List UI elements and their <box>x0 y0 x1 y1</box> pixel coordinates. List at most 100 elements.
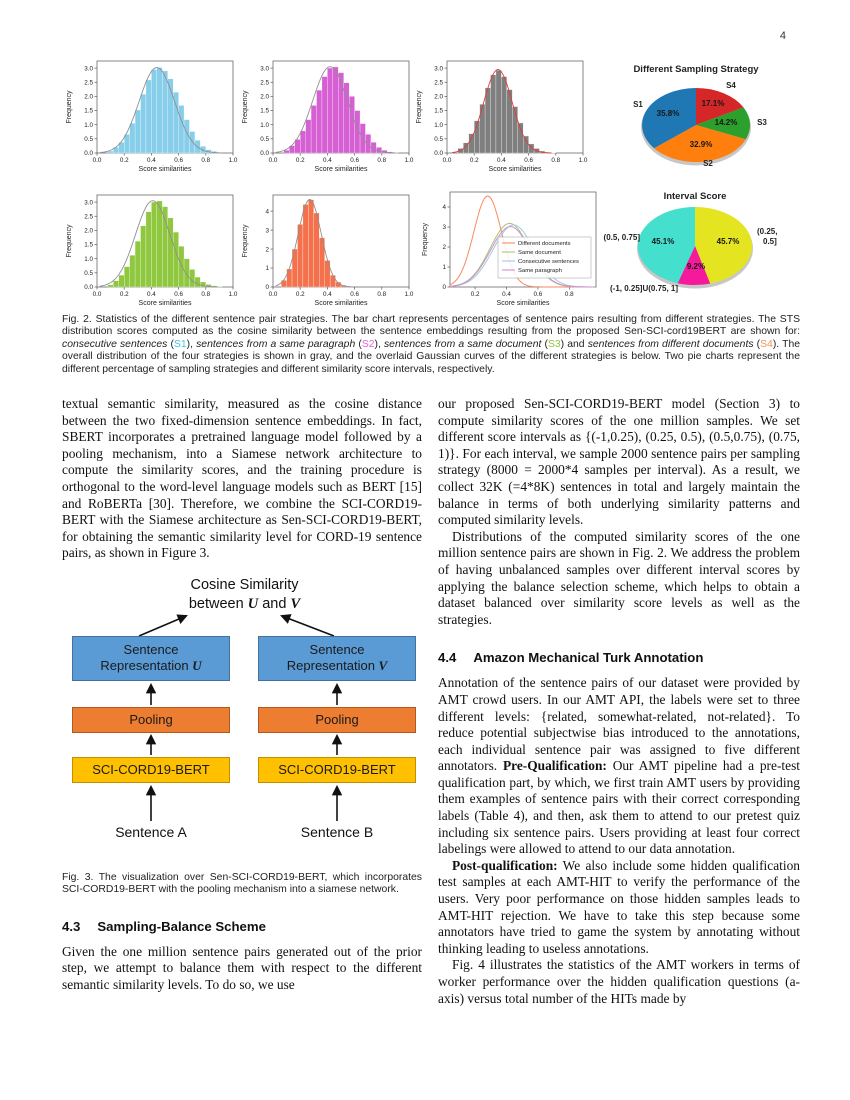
svg-text:0.5]: 0.5] <box>763 237 777 246</box>
svg-text:2.0: 2.0 <box>84 94 93 101</box>
right-paragraph-5: Fig. 4 illustrates the statistics of the… <box>438 957 800 1006</box>
svg-text:Same paragraph: Same paragraph <box>518 268 562 274</box>
right-paragraph-4: Post-qualification: We also include some… <box>438 857 800 956</box>
svg-text:3: 3 <box>442 224 446 231</box>
svg-text:0.8: 0.8 <box>201 291 210 298</box>
svg-text:0.2: 0.2 <box>471 291 480 298</box>
svg-text:0.6: 0.6 <box>174 157 183 164</box>
svg-text:Same document: Same document <box>518 250 561 256</box>
svg-text:2.5: 2.5 <box>84 79 93 86</box>
svg-text:17.1%: 17.1% <box>702 99 725 108</box>
svg-text:Score similarities: Score similarities <box>315 300 368 307</box>
svg-text:3.0: 3.0 <box>434 65 443 72</box>
histogram-different-documents: 0.0 0.2 0.4 0.6 0.8 1.0 0 1 2 3 4 Score similaritie… <box>242 194 414 307</box>
sentence-representation-v-box: Sentence Representation V <box>258 635 416 681</box>
svg-text:2.0: 2.0 <box>434 94 443 101</box>
svg-text:Score similarities: Score similarities <box>489 166 542 173</box>
svg-text:(0.5, 0.75]: (0.5, 0.75] <box>604 233 641 242</box>
figure-3-caption: Fig. 3. The visualization over Sen-SCI-C… <box>62 871 422 896</box>
svg-text:1.0: 1.0 <box>579 157 588 164</box>
svg-text:3: 3 <box>265 227 269 234</box>
svg-text:0.2: 0.2 <box>120 157 129 164</box>
svg-text:1.0: 1.0 <box>405 157 414 164</box>
svg-text:1.0: 1.0 <box>229 291 238 298</box>
svg-text:2.5: 2.5 <box>84 213 93 220</box>
svg-text:45.1%: 45.1% <box>652 237 675 246</box>
sentence-representation-u-box: Sentence Representation U <box>72 635 230 681</box>
histogram-consecutive-sentences: 0.0 0.2 0.4 0.6 0.8 1.0 0.0 0.5 1.0 1.5 2.0 2.5 3.0 S… <box>66 60 238 173</box>
svg-text:0.4: 0.4 <box>497 157 506 164</box>
svg-text:0.2: 0.2 <box>120 291 129 298</box>
svg-text:0.4: 0.4 <box>323 291 332 298</box>
bert-box-right: SCI-CORD19-BERT <box>258 756 416 783</box>
svg-text:Different Sampling Strategy: Different Sampling Strategy <box>633 64 759 75</box>
svg-text:0.6: 0.6 <box>350 157 359 164</box>
svg-text:1.0: 1.0 <box>84 256 93 263</box>
svg-text:1.0: 1.0 <box>405 291 414 298</box>
svg-text:1.5: 1.5 <box>260 108 269 115</box>
svg-text:Frequency: Frequency <box>66 90 73 124</box>
figure-3-diagram: Cosine Similarity between U and V Senten… <box>62 576 422 864</box>
pie-sampling-strategy: Different Sampling Strategy 17.1%S4 14.2% S… <box>633 64 767 168</box>
svg-text:0.2: 0.2 <box>296 157 305 164</box>
section-4-3-number: 4.3 <box>62 918 81 934</box>
svg-text:1: 1 <box>442 264 446 271</box>
svg-text:4: 4 <box>442 204 446 211</box>
pooling-box-right: Pooling <box>258 706 416 733</box>
figure-2-caption: Fig. 2. Statistics of the different sent… <box>62 314 800 375</box>
svg-text:2.0: 2.0 <box>84 228 93 235</box>
svg-text:Frequency: Frequency <box>242 224 249 258</box>
right-paragraph-1: our proposed Sen-SCI-CORD19-BERT model (… <box>438 396 800 528</box>
svg-text:(0.25,: (0.25, <box>757 227 777 236</box>
box-u-line2: Representation U <box>100 658 202 674</box>
svg-text:0.0: 0.0 <box>260 150 269 157</box>
svg-text:Frequency: Frequency <box>66 224 73 258</box>
svg-text:32.9%: 32.9% <box>690 140 713 149</box>
svg-text:1.0: 1.0 <box>434 122 443 129</box>
svg-text:0.5: 0.5 <box>84 270 93 277</box>
svg-text:S3: S3 <box>757 118 767 127</box>
svg-text:Frequency: Frequency <box>242 90 249 124</box>
svg-text:1.5: 1.5 <box>84 242 93 249</box>
svg-text:0.4: 0.4 <box>147 291 156 298</box>
left-column: textual semantic similarity, measured as… <box>62 396 422 994</box>
svg-text:0.0: 0.0 <box>443 157 452 164</box>
svg-text:Score similarities: Score similarities <box>139 166 192 173</box>
svg-text:2.5: 2.5 <box>260 79 269 86</box>
svg-text:2: 2 <box>442 244 446 251</box>
histogram-same-paragraph: 0.0 0.2 0.4 0.6 0.8 1.0 0.0 0.5 1.0 1.5 2.0 2.5 3.0 S… <box>242 60 414 173</box>
box-u-line1: Sentence <box>123 641 179 657</box>
left-paragraph-2: Given the one million sentence pairs gen… <box>62 943 422 992</box>
svg-text:0.0: 0.0 <box>84 284 93 291</box>
svg-text:35.8%: 35.8% <box>657 109 680 118</box>
svg-text:0.0: 0.0 <box>434 150 443 157</box>
sentence-a-label: Sentence A <box>115 823 187 840</box>
svg-text:1: 1 <box>265 265 269 272</box>
svg-text:S4: S4 <box>726 81 736 90</box>
section-4-4-heading: 4.4 Amazon Mechanical Turk Annotation <box>438 650 800 665</box>
svg-text:9.2%: 9.2% <box>687 262 705 271</box>
svg-text:0.6: 0.6 <box>174 291 183 298</box>
svg-text:1.5: 1.5 <box>84 108 93 115</box>
svg-text:0.6: 0.6 <box>350 291 359 298</box>
svg-text:0.6: 0.6 <box>524 157 533 164</box>
fig3-arrows <box>138 614 343 821</box>
svg-text:0.8: 0.8 <box>551 157 560 164</box>
fig3-title-line2: between U and V <box>188 595 301 612</box>
histogram-same-document: 0.0 0.2 0.4 0.6 0.8 1.0 0.0 0.5 1.0 1.5 2.0 2.5 3.0 S… <box>66 194 238 307</box>
svg-text:0.0: 0.0 <box>93 157 102 164</box>
fig3-title-line1: Cosine Similarity <box>190 576 299 593</box>
pie-interval-score: Interval Score 45.7% (0.25,0.5] 9.2% (-1, 0.… <box>604 191 778 293</box>
svg-text:0.6: 0.6 <box>534 291 543 298</box>
section-4-4-title: Amazon Mechanical Turk Annotation <box>473 650 704 666</box>
svg-text:0.0: 0.0 <box>269 157 278 164</box>
svg-text:45.7%: 45.7% <box>717 237 740 246</box>
svg-text:1.0: 1.0 <box>229 157 238 164</box>
box-v-line1: Sentence <box>309 641 365 657</box>
svg-text:0.8: 0.8 <box>565 291 574 298</box>
fig3-title: Cosine Similarity between U and V <box>122 576 367 614</box>
svg-text:0.5: 0.5 <box>260 136 269 143</box>
svg-text:0.4: 0.4 <box>147 157 156 164</box>
svg-text:2: 2 <box>265 246 269 253</box>
svg-text:0.5: 0.5 <box>84 136 93 143</box>
